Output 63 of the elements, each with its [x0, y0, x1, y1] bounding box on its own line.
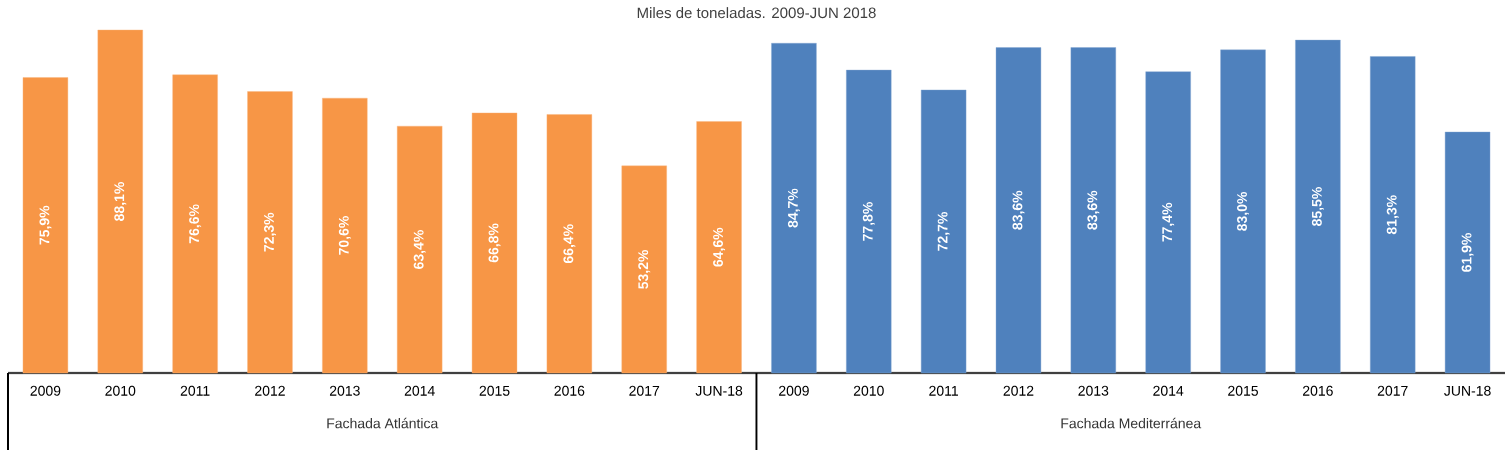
x-tick-label: 2017 [629, 385, 660, 396]
x-tick-label: 2014 [1153, 385, 1184, 396]
bar [995, 47, 1042, 374]
bar [1370, 56, 1416, 374]
data-label: 72,3% [263, 212, 276, 252]
data-label: 77,8% [862, 202, 875, 241]
bar [771, 43, 817, 374]
data-label: 70,6% [338, 216, 351, 255]
x-tick-label: JUN-18 [1444, 385, 1491, 396]
x-tick-label: 2010 [853, 385, 884, 396]
data-label: 83,6% [1012, 190, 1025, 230]
data-label: 83,6% [1087, 190, 1100, 230]
data-label: 66,4% [563, 224, 576, 264]
data-label: 77,4% [1162, 202, 1175, 242]
x-tick-label: 2012 [1003, 385, 1034, 396]
bar [920, 89, 967, 374]
data-label: 53,2% [638, 249, 651, 289]
bar [621, 165, 667, 374]
data-label: 84,7% [787, 188, 800, 228]
x-tick-label: JUN-18 [695, 385, 743, 396]
bar [696, 121, 742, 374]
x-tick-label: 2009 [30, 385, 61, 396]
x-tick-label: 2009 [779, 385, 809, 396]
bar [846, 69, 892, 374]
data-label: 83,0% [1237, 191, 1249, 231]
x-tick-label: 2015 [1228, 385, 1258, 396]
bar [1444, 131, 1491, 374]
text: Fachada Mediterránea [1061, 417, 1202, 429]
data-label: 88,1% [114, 182, 127, 221]
data-label: 76,6% [189, 204, 202, 244]
bar [1145, 71, 1191, 374]
x-tick-label: 2011 [180, 385, 210, 396]
x-tick-label: 2010 [105, 385, 136, 396]
bar [322, 97, 368, 374]
bar [546, 114, 593, 374]
data-label: 66,8% [488, 223, 501, 263]
data-label: 75,9% [39, 205, 52, 245]
x-tick-label: 2016 [554, 385, 585, 396]
bar [397, 125, 443, 374]
bar [1220, 49, 1266, 374]
x-tick-label: 2012 [255, 385, 285, 396]
x-tick-label: 2016 [1303, 385, 1333, 396]
bar [247, 91, 293, 374]
bar [1070, 47, 1116, 374]
chart-title: Miles de toneladas. 2009-JUN 2018 [637, 7, 876, 19]
bar [22, 77, 69, 374]
bar [97, 29, 143, 374]
data-label: 63,4% [413, 230, 426, 269]
data-label: 64,6% [713, 227, 726, 267]
bar [1295, 39, 1341, 374]
text: Fachada Atlántica [327, 417, 439, 429]
data-label: 85,5% [1311, 187, 1324, 226]
data-label: 61,9% [1461, 233, 1474, 272]
x-tick-label: 2013 [1078, 385, 1109, 396]
x-tick-label: 2017 [1377, 385, 1408, 396]
bar [471, 112, 518, 374]
x-tick-label: 2015 [479, 385, 510, 396]
x-tick-label: 2014 [404, 385, 435, 396]
data-label: 72,7% [937, 212, 950, 251]
data-label: 81,3% [1386, 195, 1399, 235]
x-tick-label: 2013 [329, 385, 360, 396]
bar [172, 74, 218, 374]
x-tick-label: 2011 [929, 385, 958, 396]
